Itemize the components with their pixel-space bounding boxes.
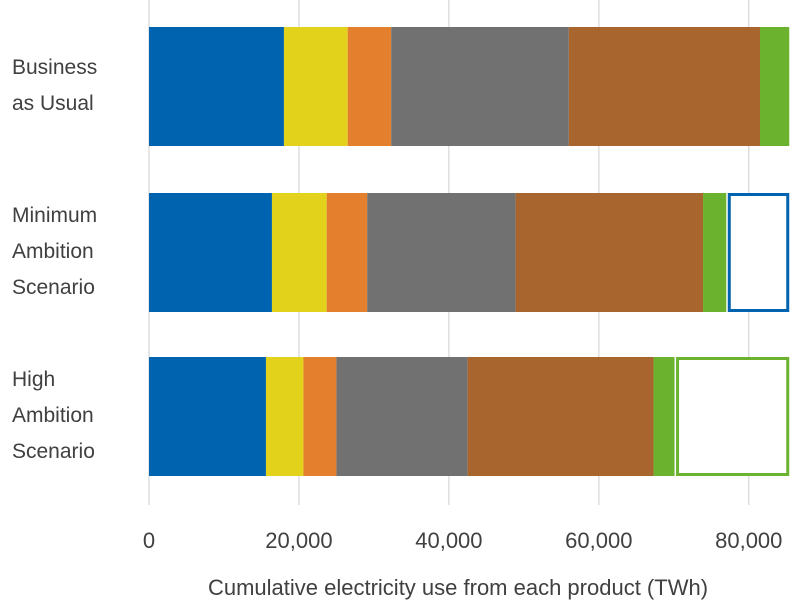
bar-segment-cat2-series2 <box>303 357 337 476</box>
bar-segment-cat0-series2 <box>347 27 392 146</box>
bar-segment-cat2-series5 <box>653 357 675 476</box>
x-tick-label-1: 20,000 <box>265 528 332 553</box>
bar-segment-cat2-series3 <box>336 357 468 476</box>
category-label-1-line-2: Scenario <box>12 276 95 299</box>
x-tick-label-3: 60,000 <box>565 528 632 553</box>
category-label-1-line-1: Ambition <box>12 240 94 263</box>
x-axis-title: Cumulative electricity use from each pro… <box>208 575 708 600</box>
bar-segment-cat1-series1 <box>271 193 327 312</box>
bar-segment-cat0-series3 <box>391 27 569 146</box>
bar-segment-cat1-series2 <box>326 193 368 312</box>
bars <box>149 27 790 476</box>
bar-segment-cat2-series4 <box>467 357 654 476</box>
bar-segment-cat0-series5 <box>760 27 790 146</box>
savings-outline-0 <box>727 193 790 312</box>
bar-segment-cat2-series1 <box>265 357 304 476</box>
category-label-1-line-0: Minimum <box>12 204 97 227</box>
bar-segment-cat1-series5 <box>703 193 727 312</box>
x-tick-label-2: 40,000 <box>415 528 482 553</box>
savings-outlines <box>676 193 790 476</box>
category-label-1: Minimum Ambition Scenario <box>12 204 97 299</box>
x-tick-label-4: 80,000 <box>715 528 782 553</box>
category-label-0: Business as Usual <box>12 56 97 115</box>
category-label-0-line-1: as Usual <box>12 92 94 115</box>
bar-segment-cat0-series0 <box>149 27 284 146</box>
category-label-2-line-1: Ambition <box>12 404 94 427</box>
bar-segment-cat0-series1 <box>283 27 348 146</box>
x-tick-labels: 0 20,000 40,000 60,000 80,000 <box>143 528 783 553</box>
bar-segment-cat1-series3 <box>367 193 516 312</box>
x-tick-label-0: 0 <box>143 528 155 553</box>
category-label-2: High Ambition Scenario <box>12 368 95 463</box>
bar-segment-cat0-series4 <box>568 27 761 146</box>
category-label-2-line-0: High <box>12 368 55 391</box>
category-label-0-line-0: Business <box>12 56 97 79</box>
bar-segment-cat1-series0 <box>149 193 272 312</box>
bar-segment-cat1-series4 <box>515 193 704 312</box>
category-label-2-line-2: Scenario <box>12 440 95 463</box>
savings-outline-1 <box>676 357 790 476</box>
bar-segment-cat2-series0 <box>149 357 266 476</box>
